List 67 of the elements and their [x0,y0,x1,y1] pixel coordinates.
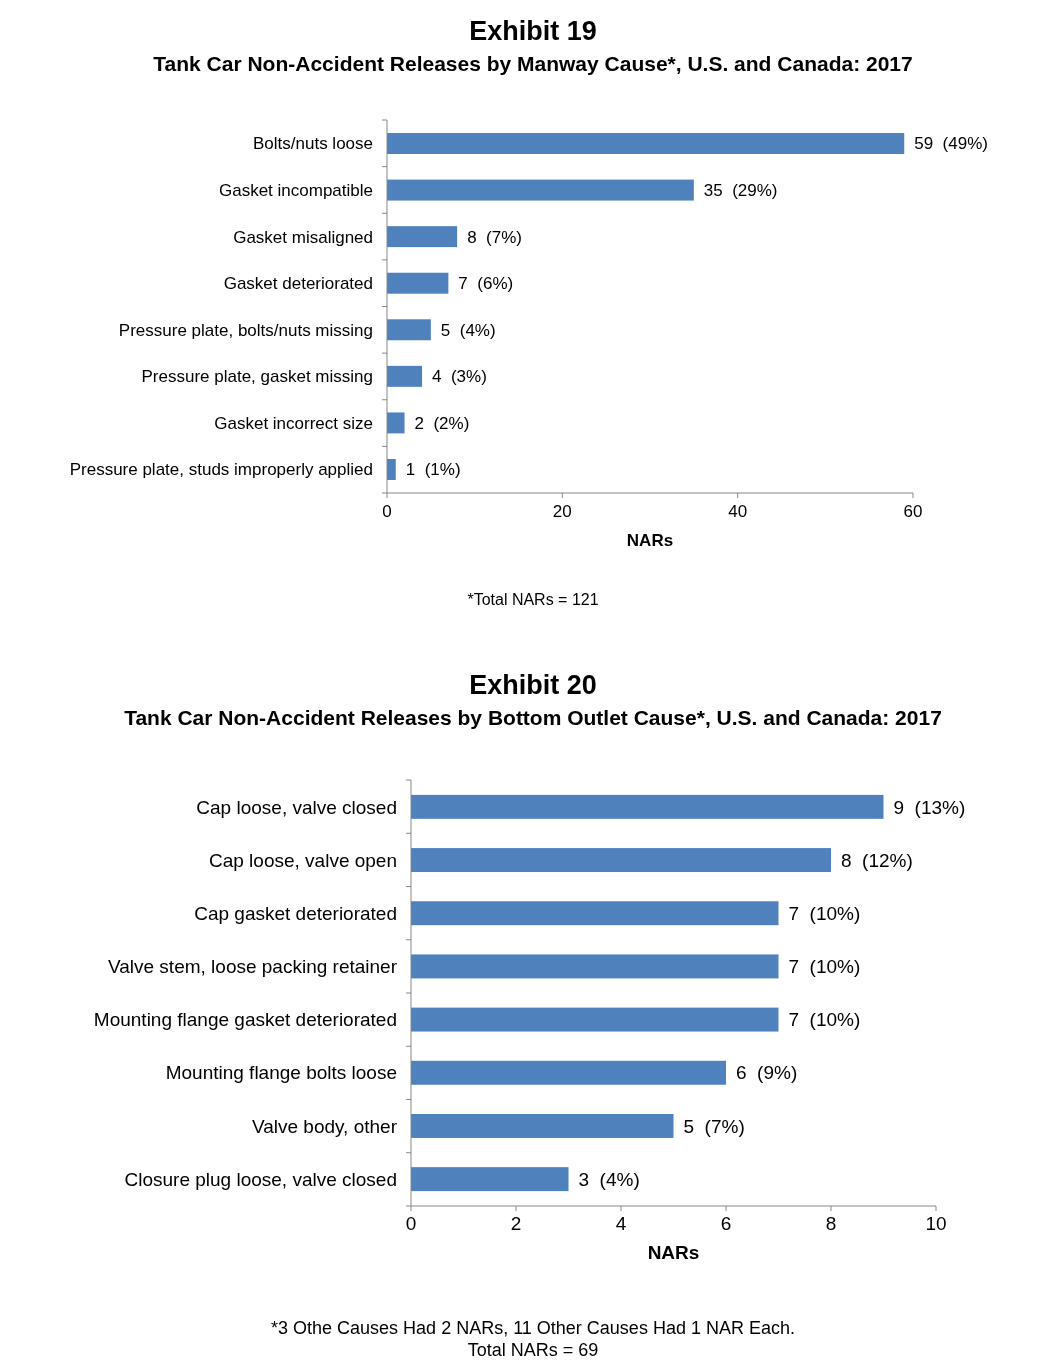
bar [387,412,405,434]
chart-subtitle: Tank Car Non-Accident Releases by Bottom Outlet Cause*, U.S. and Canada: 2017 [124,706,942,729]
x-axis-title: NARs [626,531,674,550]
y-tick-label: Pressure plate, studs improperly applied [69,460,373,480]
data-label: 35 (29%) [703,181,778,201]
data-label: 7 (10%) [788,1009,861,1031]
text: *Total NARs = 121 [467,591,599,608]
x-tick-label: 2 [510,1213,522,1234]
x-tick-label: 8 [825,1213,837,1234]
bar [411,794,884,819]
y-tick-label: Gasket incorrect size [214,413,373,433]
data-label: 9 (13%) [893,796,966,818]
data-label: 8 (12%) [841,849,913,871]
y-tick-label: Valve stem, loose packing retainer [107,956,398,978]
data-label: 8 (7%) [467,227,522,247]
bar [411,901,779,926]
bar [411,954,779,979]
bar [387,226,458,248]
chart-title: Exhibit 19 [469,16,597,46]
y-tick-label: Mounting flange bolts loose [165,1062,397,1084]
bar [411,1167,569,1192]
chart-subtitle: Tank Car Non-Accident Releases by Manway Cause*, U.S. and Canada: 2017 [153,52,913,75]
bar [387,459,396,480]
x-tick-label: 0 [382,502,392,521]
chart-title: Exhibit 20 [469,670,597,700]
x-tick-label: 60 [903,502,923,521]
text: *3 Othe Causes Had 2 NARs, 11 Other Causes Had 1 NAR Each. [271,1318,795,1338]
data-label: 59 (49%) [914,134,988,154]
y-tick-label: Mounting flange gasket deteriorated [93,1009,397,1031]
data-label: 7 (10%) [788,956,861,978]
x-tick-label: 4 [615,1213,627,1234]
x-tick-label: 6 [720,1213,732,1234]
y-tick-label: Pressure plate, gasket missing [141,367,373,387]
y-tick-label: Cap loose, valve open [208,849,397,871]
y-tick-label: Gasket incompatible [218,181,373,201]
bar [411,1113,674,1138]
y-tick-label: Bolts/nuts loose [252,134,373,154]
y-tick-label: Cap loose, valve closed [196,796,397,818]
text: Total NARs = 69 [467,1340,599,1360]
y-tick-label: Gasket misaligned [233,227,373,247]
bar [411,1060,726,1085]
data-label: 2 (2%) [414,413,470,433]
x-tick-label: 0 [405,1213,417,1234]
bar [387,272,449,294]
data-label: 1 (1%) [405,460,461,480]
x-tick-label: 20 [552,502,572,521]
data-label: 3 (4%) [578,1168,640,1190]
y-tick-label: Closure plug loose, valve closed [124,1168,397,1190]
data-label: 5 (4%) [440,320,496,340]
x-axis-title: NARs [647,1242,700,1263]
data-label: 4 (3%) [432,367,487,387]
bar [387,133,905,154]
y-tick-label: Cap gasket deteriorated [194,902,397,924]
bar [387,365,423,387]
x-tick-label: 10 [925,1213,947,1234]
data-label: 5 (7%) [683,1115,745,1137]
bar [411,848,831,873]
bar [387,319,431,341]
data-label: 7 (6%) [458,274,514,294]
y-tick-label: Valve body, other [251,1115,398,1137]
data-label: 7 (10%) [788,902,861,924]
x-tick-label: 40 [728,502,748,521]
data-label: 6 (9%) [736,1062,798,1084]
bar [411,1007,779,1032]
bar [387,179,694,201]
y-tick-label: Pressure plate, bolts/nuts missing [118,320,373,340]
y-tick-label: Gasket deteriorated [223,274,373,294]
